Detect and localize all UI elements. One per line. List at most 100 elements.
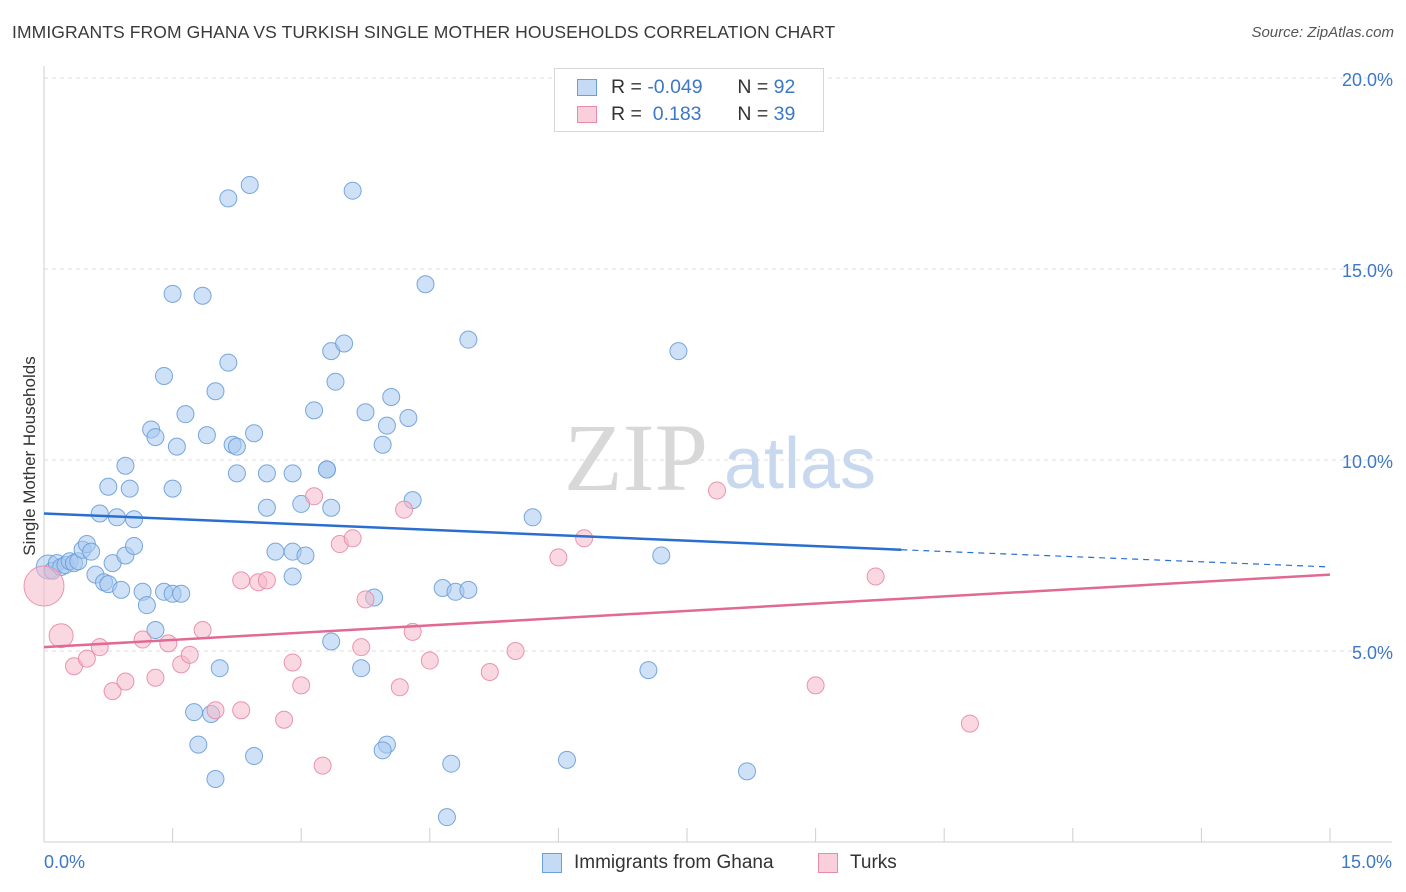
- legend-swatch-turks: [577, 105, 597, 123]
- ghana-point: [335, 334, 354, 353]
- turks-point: [395, 500, 414, 519]
- ghana-point: [245, 747, 264, 766]
- grid-layer: [44, 77, 1392, 652]
- ghana-point: [669, 342, 688, 361]
- turks-point: [193, 620, 212, 639]
- legend-row-turks: R = 0.183 N = 39: [577, 100, 795, 128]
- ghana-point: [266, 542, 285, 561]
- ghana-point: [639, 661, 658, 680]
- ghana-point: [399, 408, 418, 427]
- ghana-point: [738, 762, 757, 781]
- ghana-point: [189, 735, 208, 754]
- turks-point: [480, 663, 499, 682]
- ghana-point: [82, 542, 101, 561]
- ghana-point: [652, 546, 671, 565]
- y-tick-label: 10.0%: [1342, 452, 1393, 472]
- legend-row-ghana: R = -0.049 N = 92: [577, 73, 795, 101]
- trend-layer: [43, 512, 1331, 649]
- turks-point: [146, 668, 165, 687]
- legend-swatch-ghana: [577, 78, 597, 96]
- turks-point: [48, 623, 74, 649]
- ghana-point: [377, 416, 396, 435]
- turks-point: [206, 701, 225, 720]
- stats-legend: R = -0.049 N = 92 R = 0.183 N = 39: [554, 68, 824, 132]
- ghana-point: [296, 546, 315, 565]
- bottom-legend-ghana: Immigrants from Ghana: [542, 852, 774, 874]
- turks-point: [708, 481, 727, 500]
- ghana-point: [227, 464, 246, 483]
- turks-point: [77, 649, 96, 668]
- ghana-point: [185, 703, 204, 722]
- turks-point: [116, 672, 135, 691]
- turks-point: [549, 548, 568, 567]
- ghana-point: [437, 808, 456, 827]
- ghana-point: [373, 435, 392, 454]
- x-tick-label-min: 0.0%: [44, 852, 86, 872]
- ghana-point: [227, 437, 246, 456]
- watermark-zip: ZIP: [564, 404, 708, 511]
- ghana-point: [373, 741, 392, 760]
- bottom-legend-turks: Turks: [818, 852, 897, 874]
- ghana-point: [356, 403, 375, 422]
- turks-point: [313, 756, 332, 775]
- legend-n-value: 92: [773, 75, 796, 98]
- y-tick-label: 5.0%: [1352, 643, 1393, 663]
- ghana-point: [219, 189, 238, 208]
- turks-point: [103, 682, 122, 701]
- ghana-point: [442, 754, 461, 773]
- turks-point: [90, 638, 109, 657]
- ghana-point: [146, 620, 165, 639]
- y-tick-label: 15.0%: [1342, 261, 1393, 281]
- turks-point: [506, 642, 525, 660]
- ghana-point: [155, 366, 174, 385]
- ghana-point: [146, 428, 165, 447]
- turks-point: [275, 710, 294, 729]
- ghana-point: [322, 498, 341, 517]
- ghana-point: [257, 498, 276, 517]
- turks-point: [575, 529, 594, 548]
- turks-point: [305, 487, 324, 506]
- turks-point: [180, 645, 199, 664]
- ghana-point: [125, 510, 144, 529]
- legend-n-label: N =: [737, 102, 774, 125]
- ghana-point: [163, 479, 182, 498]
- turks-point: [960, 714, 979, 733]
- bottom-legend-label-turks: Turks: [850, 852, 897, 873]
- ghana-point: [322, 632, 341, 651]
- ghana-point: [163, 284, 182, 303]
- legend-n-label: N =: [737, 75, 774, 98]
- turks-point: [23, 565, 65, 607]
- turks-point: [232, 701, 251, 720]
- ghana-point: [352, 659, 371, 678]
- ghana-point: [176, 405, 195, 424]
- ghana-point: [523, 508, 542, 527]
- turks-point: [806, 676, 825, 695]
- turks-point: [420, 651, 439, 670]
- axis-layer: [43, 66, 1392, 843]
- turks-point: [159, 634, 178, 653]
- ghana-point: [90, 504, 109, 523]
- ghana-point: [245, 424, 264, 443]
- ghana-point: [219, 353, 238, 372]
- ghana-point: [257, 464, 276, 483]
- bottom-legend-swatch-ghana: [542, 853, 562, 873]
- turks-point: [390, 678, 409, 697]
- y-tick-label: 20.0%: [1342, 70, 1393, 90]
- turks-point: [292, 676, 311, 695]
- ghana-point: [416, 275, 435, 294]
- legend-r-label: R =: [611, 75, 648, 98]
- ghana-trend-line: [43, 512, 902, 552]
- ghana-point: [459, 330, 478, 349]
- turks-point: [283, 653, 302, 672]
- turks-point: [866, 567, 885, 586]
- ghana-point: [193, 286, 212, 305]
- turks-point: [352, 638, 371, 657]
- bottom-legend-label-ghana: Immigrants from Ghana: [574, 852, 774, 873]
- ghana-point: [197, 426, 216, 445]
- ghana-point: [120, 479, 139, 498]
- ghana-point: [99, 477, 118, 496]
- ghana-point: [557, 750, 576, 769]
- ghana-point: [206, 769, 225, 788]
- ghana-trend-line-extension: [901, 549, 1331, 568]
